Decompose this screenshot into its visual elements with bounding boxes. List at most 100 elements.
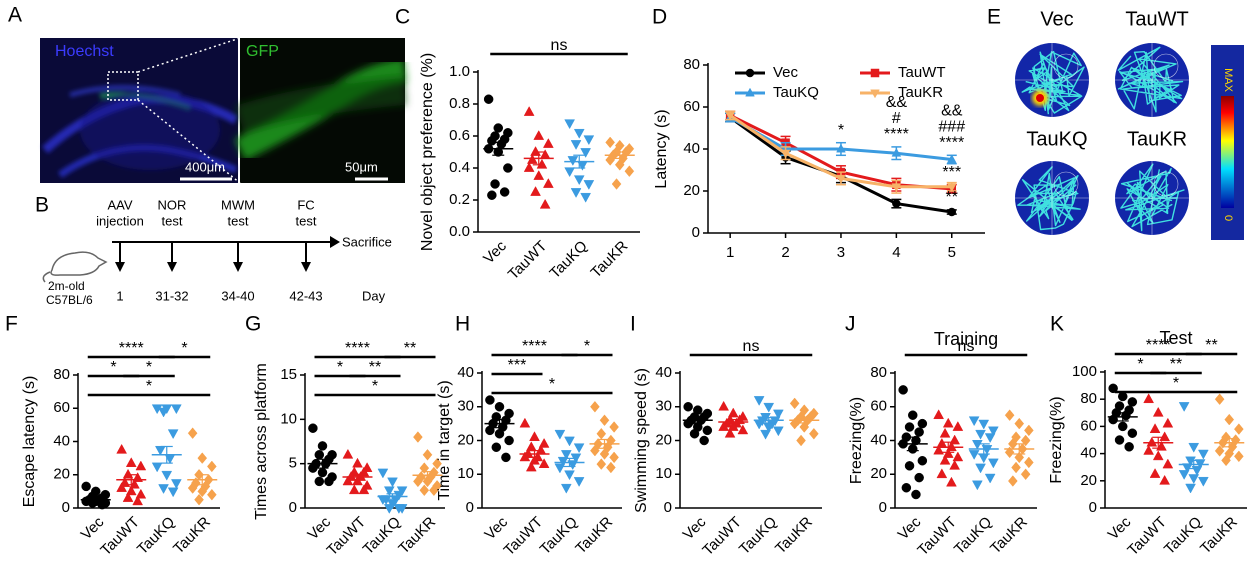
significance-label: * — [181, 340, 187, 357]
significance-label: * — [549, 376, 555, 393]
data-point — [1011, 461, 1021, 474]
data-point — [780, 149, 791, 159]
data-point — [523, 162, 535, 172]
data-point — [422, 449, 433, 461]
y-tick-label: 20 — [457, 431, 474, 448]
y-tick-label: 40 — [457, 364, 474, 381]
data-point — [911, 435, 921, 446]
data-point — [538, 458, 550, 468]
data-point — [1014, 417, 1025, 430]
data-point — [981, 445, 993, 455]
data-point — [760, 429, 771, 440]
data-point — [614, 159, 625, 171]
significance-label: **** — [1146, 337, 1171, 354]
data-point — [917, 456, 928, 466]
x-tick-label: Vec — [78, 513, 108, 543]
data-point — [947, 207, 957, 217]
data-point — [605, 136, 615, 149]
data-point — [81, 481, 91, 492]
data-point — [539, 198, 551, 209]
data-point — [342, 448, 354, 459]
data-point — [573, 443, 585, 454]
data-point — [308, 463, 318, 473]
significance-label: ### — [938, 119, 965, 136]
y-tick-label: 100 — [1072, 363, 1097, 380]
platform-ring — [1153, 53, 1179, 79]
data-point — [898, 385, 908, 395]
significance-label: * — [1137, 356, 1143, 373]
data-point — [564, 119, 576, 130]
y-tick-label: 0 — [692, 224, 700, 241]
data-point — [936, 468, 948, 479]
panel-letter: G — [245, 313, 261, 336]
data-point — [799, 421, 810, 433]
significance-label: ** — [1170, 356, 1182, 373]
significance-label: * — [584, 338, 590, 355]
y-axis-label: Time in target (s) — [436, 380, 453, 500]
data-point — [699, 435, 709, 446]
y-tick-label: 0.8 — [449, 95, 470, 112]
day-value: 31-32 — [155, 288, 188, 303]
timeline-end: Sacrifice — [342, 234, 392, 249]
data-point — [952, 451, 964, 462]
significance-label: * — [337, 359, 343, 376]
data-point — [1197, 476, 1209, 487]
y-tick-label: 0 — [1089, 499, 1097, 516]
y-tick-label: 60 — [870, 398, 887, 415]
gfp-structure — [234, 58, 407, 161]
y-axis-label: Freezing(%) — [1048, 396, 1065, 483]
x-tick-label: 3 — [837, 244, 845, 261]
x-tick-label: TauKR — [772, 514, 816, 558]
data-point — [1188, 474, 1200, 484]
significance-label: ** — [946, 189, 958, 206]
day-label: Day — [362, 288, 386, 303]
data-point — [523, 106, 535, 116]
data-point — [789, 397, 800, 410]
x-tick-label: TauKR — [588, 238, 632, 282]
data-point — [1188, 442, 1200, 453]
data-point — [975, 463, 986, 474]
mouse-label: C57BL/6 — [46, 293, 93, 307]
x-tick-label: 1 — [726, 244, 734, 261]
data-point — [1143, 393, 1155, 404]
x-tick-label: Vec — [1105, 513, 1135, 543]
data-point — [718, 400, 730, 411]
data-point — [1146, 436, 1158, 447]
y-axis-label: Freezing(%) — [848, 397, 865, 484]
data-point — [560, 483, 572, 494]
data-point — [1143, 444, 1155, 455]
platform-ring — [1153, 171, 1179, 197]
data-point — [968, 450, 980, 460]
y-tick-label: 0 — [664, 499, 672, 516]
data-point — [494, 402, 505, 412]
data-point — [536, 158, 548, 169]
data-point — [530, 146, 541, 156]
data-point — [933, 409, 945, 420]
event-arrowhead — [115, 262, 125, 272]
data-point — [125, 485, 137, 496]
data-point — [1149, 423, 1161, 433]
data-point — [560, 450, 572, 460]
chart-title: Training — [934, 329, 998, 349]
data-point — [978, 419, 990, 430]
data-point — [609, 421, 619, 433]
y-tick-label: 10 — [457, 465, 474, 482]
significance-label: *** — [508, 357, 527, 374]
data-point — [939, 454, 951, 465]
data-point — [358, 484, 370, 495]
x-tick-label: TauKQ — [546, 238, 590, 282]
significance-label: **** — [884, 126, 909, 143]
data-point — [1159, 474, 1171, 485]
data-point — [978, 453, 990, 464]
data-point — [718, 421, 730, 431]
event-label: test — [162, 213, 183, 228]
data-point — [429, 484, 439, 497]
chart-title: Test — [1159, 328, 1192, 348]
map-title: TauKR — [1127, 128, 1187, 150]
data-point — [542, 178, 554, 188]
colorbar-max: MAX — [1222, 68, 1234, 93]
data-point — [554, 463, 566, 474]
data-point — [194, 493, 204, 506]
legend-label: TauKR — [898, 84, 943, 101]
data-point — [197, 485, 208, 498]
